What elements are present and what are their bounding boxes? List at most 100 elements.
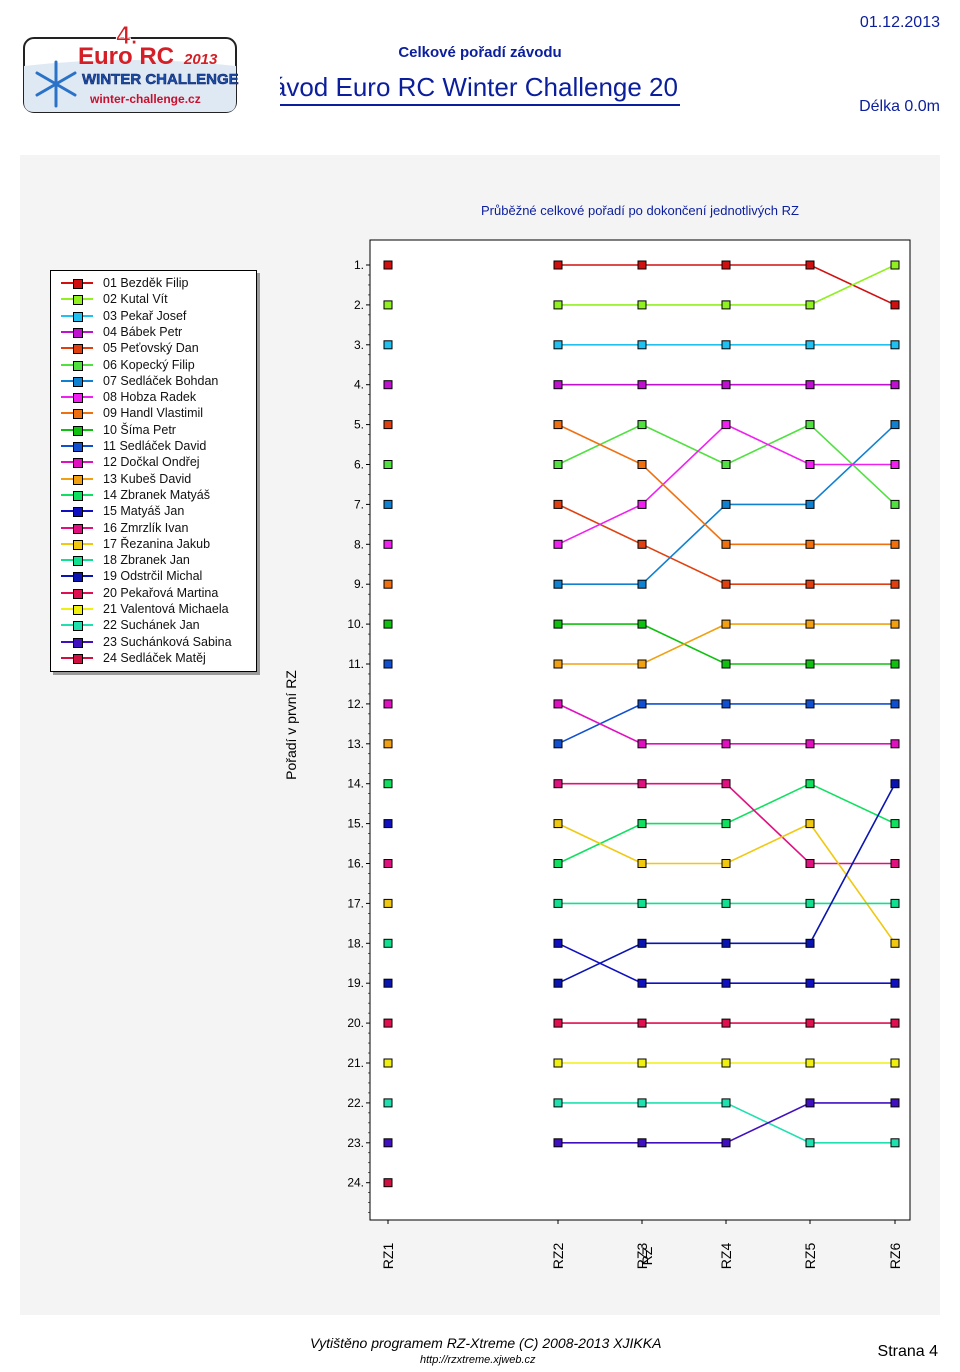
report-title-box: Závod Euro RC Winter Challenge 2013 [280, 70, 680, 106]
data-point [721, 739, 731, 749]
data-point [383, 340, 393, 350]
legend-item: 16 Zmrzlík Ivan [61, 520, 188, 536]
data-point [553, 938, 563, 948]
data-point [383, 260, 393, 270]
y-tick-label: 2. [354, 298, 364, 312]
logo-challenge: WINTER CHALLENGE [82, 71, 239, 88]
data-point [890, 938, 900, 948]
legend-swatch [61, 325, 93, 339]
data-point [890, 819, 900, 829]
legend-label: 01 Bezděk Filip [103, 276, 189, 290]
y-tick-label: 15. [347, 817, 364, 831]
legend-label: 07 Sedláček Bohdan [103, 373, 219, 388]
legend-label: 02 Kutal Vít [103, 292, 168, 307]
logo-edition: 4. [116, 20, 138, 50]
data-point [383, 499, 393, 509]
data-point [553, 1098, 563, 1108]
plot-area [369, 239, 911, 1221]
data-point [805, 1098, 815, 1108]
legend-label: 15 Matyáš Jan [103, 504, 185, 519]
legend-item: 15 Matyáš Jan [61, 503, 184, 519]
legend-label: 18 Zbranek Jan [103, 553, 190, 568]
footer-program: Vytištěno programem RZ-Xtreme (C) 2008-2… [310, 1335, 662, 1351]
logo-name: Euro RC [78, 43, 174, 70]
data-point [383, 300, 393, 310]
data-point [637, 699, 647, 709]
legend-swatch [61, 521, 93, 535]
legend-item: 14 Zbranek Matyáš [61, 487, 210, 503]
legend-label: 23 Suchánková Sabina [103, 634, 232, 649]
legend-swatch [61, 651, 93, 665]
track-length: Délka 0.0m [859, 98, 940, 115]
data-point [721, 300, 731, 310]
x-tick-label: RZ3 [634, 1243, 650, 1270]
legend-swatch [61, 504, 93, 518]
y-tick-label: 8. [354, 537, 364, 551]
y-tick-label: 6. [354, 458, 364, 472]
data-point [721, 380, 731, 390]
data-point [805, 619, 815, 629]
data-point [805, 300, 815, 310]
data-point [637, 619, 647, 629]
data-point [553, 619, 563, 629]
y-tick-label: 13. [347, 737, 364, 751]
data-point [553, 1058, 563, 1068]
legend-label: 20 Pekařová Martina [103, 585, 219, 600]
data-point [383, 978, 393, 988]
data-point [805, 260, 815, 270]
legend-label: 22 Suchánek Jan [103, 618, 200, 633]
legend-swatch [61, 537, 93, 551]
legend-swatch [61, 276, 93, 290]
y-tick-label: 22. [347, 1096, 364, 1110]
data-point [721, 539, 731, 549]
data-point [383, 539, 393, 549]
legend-swatch [61, 374, 93, 388]
y-tick-label: 23. [347, 1136, 364, 1150]
data-point [721, 579, 731, 589]
data-point [805, 539, 815, 549]
data-point [721, 340, 731, 350]
data-point [805, 699, 815, 709]
data-point [637, 1138, 647, 1148]
legend-swatch [61, 618, 93, 632]
data-point [890, 1058, 900, 1068]
legend-item: 11 Sedláček David [61, 438, 206, 454]
data-point [553, 380, 563, 390]
data-point [637, 779, 647, 789]
data-point [890, 1138, 900, 1148]
data-point [890, 460, 900, 469]
data-point [383, 659, 393, 669]
data-point [890, 699, 900, 709]
data-point [890, 499, 900, 509]
data-point [805, 1138, 815, 1148]
x-tick-label: RZ6 [887, 1243, 903, 1270]
y-tick-label: 17. [347, 896, 364, 910]
data-point [553, 898, 563, 908]
data-point [637, 539, 647, 549]
data-point [805, 779, 815, 789]
legend-swatch [61, 292, 93, 306]
data-point [553, 859, 563, 868]
data-point [890, 539, 900, 549]
y-tick-label: 24. [347, 1176, 364, 1190]
data-point [721, 898, 731, 908]
data-point [721, 619, 731, 629]
data-point [805, 978, 815, 988]
legend-label: 08 Hobza Radek [103, 390, 197, 405]
data-point [553, 420, 563, 430]
event-logo: 4. Euro RC 2013 WINTER CHALLENGE winter-… [23, 20, 239, 113]
data-point [721, 1098, 731, 1108]
data-point [383, 699, 393, 709]
data-point [890, 579, 900, 589]
legend-item: 20 Pekařová Martina [61, 585, 218, 601]
chart-title: Průběžné celkové pořadí po dokončení jed… [481, 203, 799, 218]
data-point [637, 579, 647, 589]
y-tick-label: 4. [354, 378, 364, 392]
y-tick-label: 21. [347, 1056, 364, 1070]
y-tick-label: 14. [347, 777, 364, 791]
y-tick-label: 5. [354, 418, 364, 432]
legend-item: 10 Šíma Petr [61, 422, 176, 438]
data-point [805, 579, 815, 589]
legend-swatch [61, 602, 93, 616]
data-point [890, 659, 900, 669]
